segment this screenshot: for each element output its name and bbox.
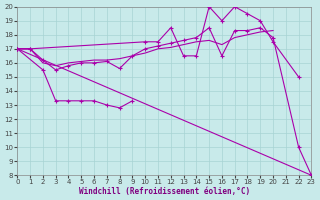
X-axis label: Windchill (Refroidissement éolien,°C): Windchill (Refroidissement éolien,°C)	[79, 187, 250, 196]
